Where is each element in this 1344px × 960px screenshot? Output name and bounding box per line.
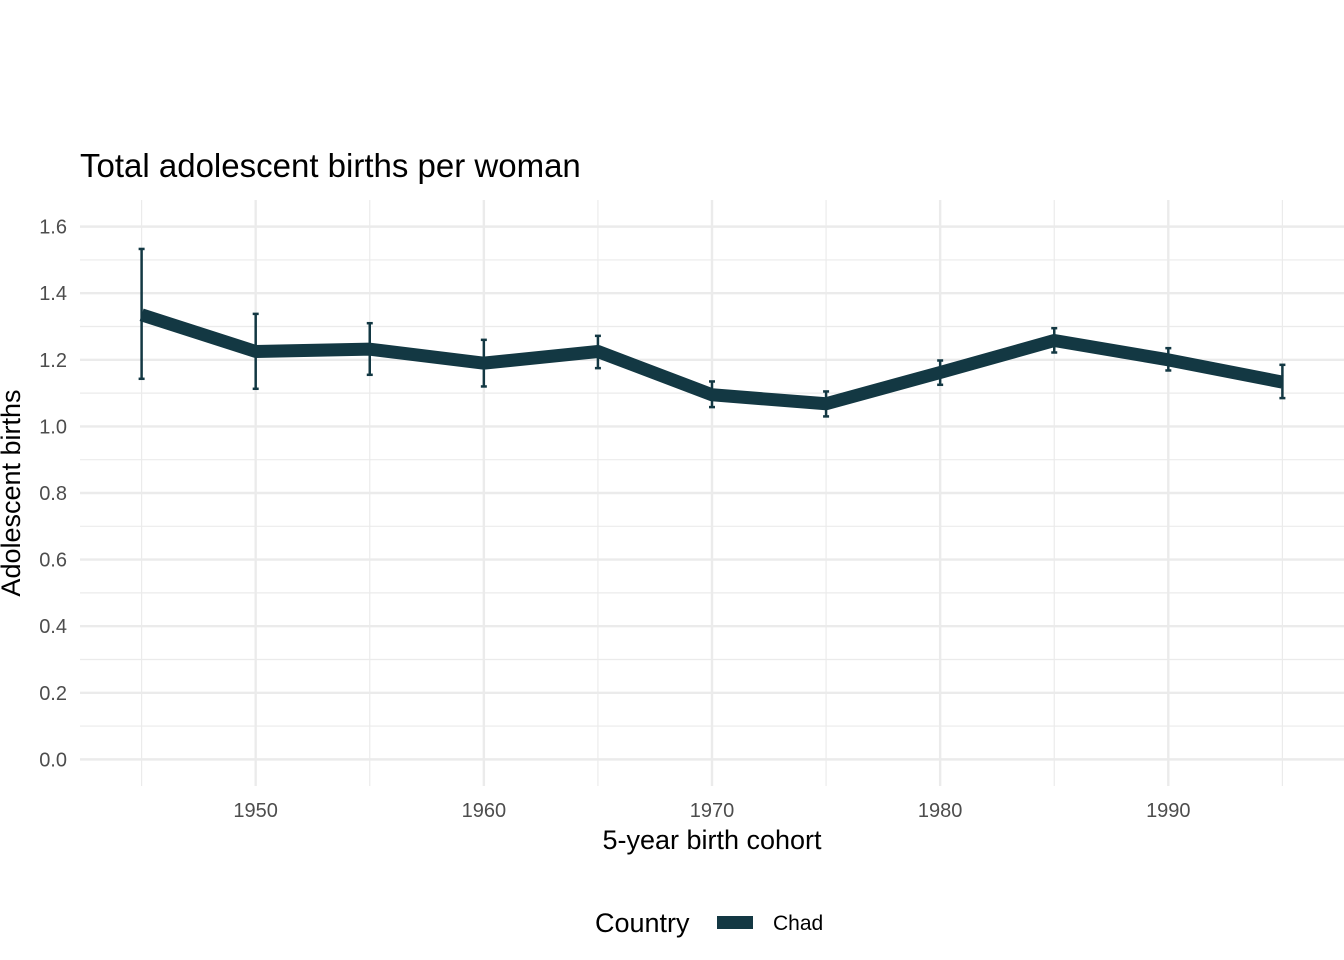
- y-tick-label: 1.2: [39, 350, 67, 372]
- y-tick-label: 0.2: [39, 683, 67, 705]
- x-tick-label: 1970: [690, 800, 735, 822]
- y-tick-label: 1.0: [39, 416, 67, 438]
- y-tick-label: 1.4: [39, 283, 67, 305]
- y-tick-label: 0.6: [39, 550, 67, 572]
- x-tick-label: 1990: [1146, 800, 1191, 822]
- y-axis-tick-labels: 0.0 0.2 0.4 0.6 0.8 1.0 1.2 1.4 1.6: [39, 217, 67, 772]
- x-axis-title: 5-year birth cohort: [602, 825, 822, 855]
- legend: Country Chad: [595, 908, 823, 938]
- chart-title: Total adolescent births per woman: [80, 147, 581, 184]
- x-axis-tick-labels: 1950 1960 1970 1980 1990: [233, 800, 1190, 822]
- y-tick-label: 1.6: [39, 217, 67, 239]
- grid: [80, 200, 1344, 786]
- y-tick-label: 0.4: [39, 616, 67, 638]
- legend-key-chad: [717, 916, 753, 929]
- x-tick-label: 1960: [462, 800, 507, 822]
- series-line-chad: [139, 308, 1284, 411]
- error-bars: [138, 247, 1286, 418]
- series-lines: [139, 308, 1284, 411]
- x-tick-label: 1980: [918, 800, 963, 822]
- x-tick-label: 1950: [233, 800, 278, 822]
- y-tick-label: 0.8: [39, 483, 67, 505]
- y-tick-label: 0.0: [39, 749, 67, 771]
- error-bar: [138, 247, 145, 381]
- y-axis-title: Adolescent births: [0, 389, 26, 596]
- legend-title: Country: [595, 908, 690, 938]
- legend-label-chad: Chad: [773, 912, 823, 935]
